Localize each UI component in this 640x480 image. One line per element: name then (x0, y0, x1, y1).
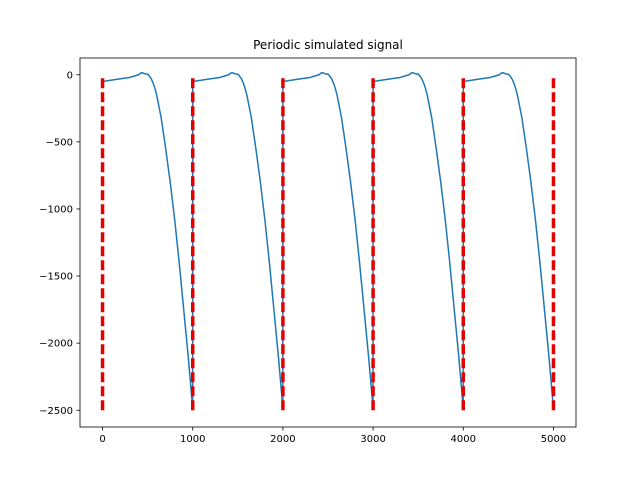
y-axis: 0 −500 −1000 −1500 −2000 −2500 (39, 70, 80, 417)
x-tick-label-2: 2000 (270, 434, 295, 445)
y-tick-label-1: −500 (46, 137, 73, 148)
series-layer (102, 72, 555, 409)
y-tick-label-5: −2500 (39, 406, 73, 417)
y-tick-label-0: 0 (67, 70, 73, 81)
x-tick-label-4: 4000 (451, 434, 476, 445)
y-tick-label-3: −1500 (39, 272, 73, 283)
x-tick-label-3: 3000 (360, 434, 385, 445)
chart-title: Periodic simulated signal (253, 38, 403, 52)
y-tick-label-2: −1000 (39, 205, 73, 216)
x-axis: 0 1000 2000 3000 4000 5000 (99, 427, 566, 445)
y-tick-label-4: −2000 (39, 339, 73, 350)
x-tick-label-5: 5000 (541, 434, 566, 445)
x-tick-label-1: 1000 (180, 434, 205, 445)
signal-line (102, 72, 555, 409)
x-tick-label-0: 0 (99, 434, 105, 445)
plot-area-frame (79, 57, 577, 428)
